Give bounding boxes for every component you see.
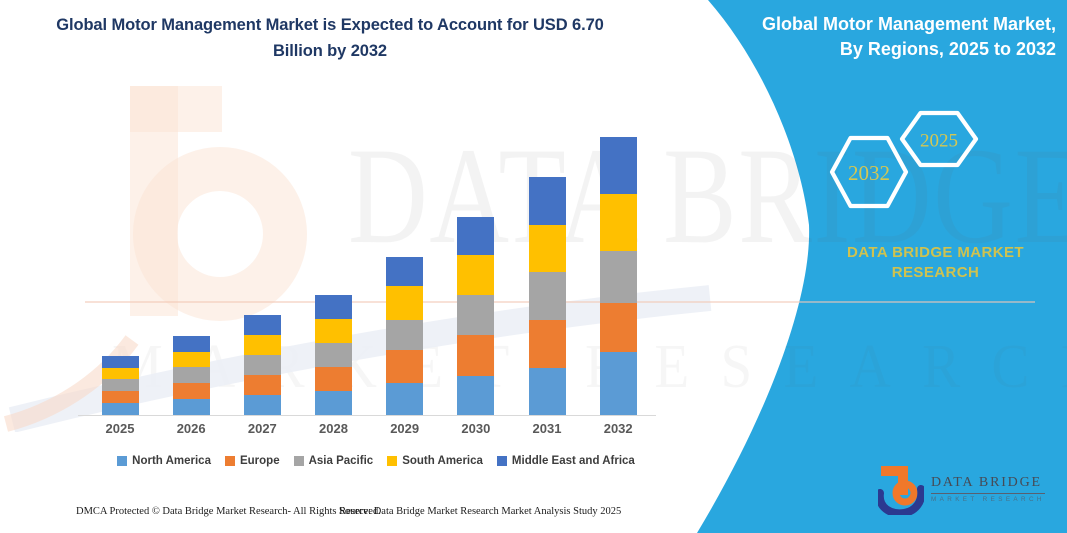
legend-swatch-icon bbox=[387, 456, 398, 466]
dbmr-logo-subname: MARKET RESEARCH bbox=[931, 496, 1045, 503]
brand-text-line1: DATA BRIDGE MARKET bbox=[847, 244, 1024, 261]
legend-label: Middle East and Africa bbox=[511, 455, 635, 467]
bar-2027 bbox=[243, 315, 281, 415]
bar-segment-middle-east-and-africa bbox=[599, 137, 637, 194]
side-panel-title: Global Motor Management Market, By Regio… bbox=[726, 12, 1056, 62]
legend: North America Europe Asia Pacific South Ame… bbox=[80, 455, 672, 467]
bar-segment-asia-pacific bbox=[172, 367, 210, 384]
bar-segment-middle-east-and-africa bbox=[457, 217, 495, 256]
page-title-line2: Billion by 2032 bbox=[272, 41, 388, 60]
footer-source-text: Source: Data Bridge Market Research Mark… bbox=[339, 506, 622, 517]
page-title-line1: Global Motor Management Market is Expect… bbox=[56, 16, 604, 34]
bar-segment-south-america bbox=[599, 193, 637, 251]
bar-2032 bbox=[599, 137, 637, 415]
x-axis-labels: 2025 2026 2027 2028 2029 2030 2031 2032 bbox=[80, 421, 660, 439]
legend-item-middle-east-and-africa: Middle East and Africa bbox=[496, 455, 635, 467]
bar-segment-europe bbox=[172, 383, 210, 399]
x-axis-label-2028: 2028 bbox=[319, 421, 348, 436]
legend-label: Asia Pacific bbox=[308, 455, 374, 467]
x-axis-label-2029: 2029 bbox=[390, 421, 420, 436]
bar-2029 bbox=[386, 257, 424, 415]
bar-segment-europe bbox=[386, 350, 424, 384]
bar-2028 bbox=[315, 294, 352, 415]
bar-segment-asia-pacific bbox=[386, 320, 424, 351]
bar-segment-europe bbox=[528, 319, 566, 368]
bar-segment-south-america bbox=[315, 318, 352, 343]
bar-segment-europe bbox=[315, 366, 352, 391]
legend-swatch-icon bbox=[117, 456, 128, 466]
legend-item-north-america: North America bbox=[117, 455, 211, 467]
bar-segment-south-america bbox=[243, 334, 281, 355]
dbmr-b-icon bbox=[878, 466, 924, 515]
bar-segment-europe bbox=[101, 390, 139, 403]
legend-label: North America bbox=[132, 455, 211, 467]
bar-segment-asia-pacific bbox=[243, 354, 281, 375]
bar-segment-middle-east-and-africa bbox=[243, 315, 281, 335]
bar-segment-middle-east-and-africa bbox=[315, 294, 352, 319]
x-axis-label-2031: 2031 bbox=[532, 421, 562, 436]
bar-segment-asia-pacific bbox=[457, 295, 495, 335]
bar-segment-middle-east-and-africa bbox=[528, 177, 566, 226]
legend-item-south-america: South America bbox=[387, 455, 483, 467]
bar-segment-asia-pacific bbox=[528, 271, 566, 320]
bar-2026 bbox=[172, 335, 210, 415]
footer-dmca-text: DMCA Protected © Data Bridge Market Rese… bbox=[76, 506, 381, 517]
x-axis-label-2025: 2025 bbox=[105, 421, 135, 436]
bar-2030 bbox=[457, 217, 495, 415]
bar-segment-north-america bbox=[386, 383, 424, 415]
hexagon-2025-label: 2025 bbox=[920, 131, 958, 152]
bar-segment-europe bbox=[599, 303, 637, 352]
bar-segment-europe bbox=[457, 334, 495, 376]
bar-segment-north-america bbox=[457, 375, 495, 415]
hexagon-2032-label: 2032 bbox=[848, 161, 890, 185]
x-axis-label-2026: 2026 bbox=[176, 421, 206, 436]
bar-segment-asia-pacific bbox=[599, 250, 637, 304]
legend-swatch-icon bbox=[293, 456, 304, 466]
bar-segment-middle-east-and-africa bbox=[386, 257, 424, 286]
x-axis-line bbox=[78, 415, 656, 416]
dbmr-logo-names: DATA BRIDGE MARKET RESEARCH bbox=[931, 475, 1045, 503]
bar-segment-south-america bbox=[386, 285, 424, 321]
bar-segment-middle-east-and-africa bbox=[101, 355, 139, 368]
bar-segment-north-america bbox=[101, 402, 139, 415]
brand-text: DATA BRIDGE MARKET RESEARCH bbox=[833, 243, 1038, 284]
bar-segment-south-america bbox=[101, 367, 139, 380]
side-panel-title-line1: Global Motor Management Market, bbox=[761, 14, 1056, 34]
x-axis-label-2032: 2032 bbox=[603, 421, 633, 436]
legend-item-europe: Europe bbox=[224, 455, 280, 467]
x-axis-label-2030: 2030 bbox=[461, 421, 491, 436]
hexagon-badges: 2032 2025 bbox=[829, 110, 979, 209]
legend-swatch-icon bbox=[224, 456, 235, 466]
bar-2031 bbox=[528, 177, 566, 415]
bar-2025 bbox=[101, 355, 139, 415]
brand-text-line2: RESEARCH bbox=[891, 264, 980, 282]
legend-label: Europe bbox=[239, 455, 280, 467]
bar-segment-north-america bbox=[528, 367, 566, 415]
legend-label: South America bbox=[402, 455, 483, 467]
bar-segment-north-america bbox=[243, 394, 281, 415]
dbmr-logo: DATA BRIDGE MARKET RESEARCH bbox=[878, 463, 1045, 515]
bar-segment-south-america bbox=[528, 225, 566, 272]
bar-segment-south-america bbox=[172, 351, 210, 368]
bar-segment-north-america bbox=[599, 351, 637, 415]
bar-segment-asia-pacific bbox=[101, 379, 139, 391]
bar-segment-north-america bbox=[172, 398, 210, 415]
hexagon-2032 bbox=[829, 135, 909, 209]
x-axis-label-2027: 2027 bbox=[247, 421, 277, 436]
bar-segment-europe bbox=[243, 374, 281, 395]
page-title: Global Motor Management Market is Expect… bbox=[45, 13, 615, 64]
hexagon-2025 bbox=[899, 110, 979, 168]
bar-segment-asia-pacific bbox=[315, 342, 352, 367]
side-panel-title-line2: By Regions, 2025 to 2032 bbox=[839, 39, 1056, 60]
legend-swatch-icon bbox=[496, 456, 507, 466]
bar-segment-north-america bbox=[315, 390, 352, 415]
bar-segment-middle-east-and-africa bbox=[172, 335, 210, 352]
bar-segment-south-america bbox=[457, 255, 495, 296]
chart-area bbox=[80, 125, 660, 415]
legend-item-asia-pacific: Asia Pacific bbox=[293, 455, 374, 467]
dbmr-logo-name: DATA BRIDGE bbox=[931, 475, 1045, 494]
